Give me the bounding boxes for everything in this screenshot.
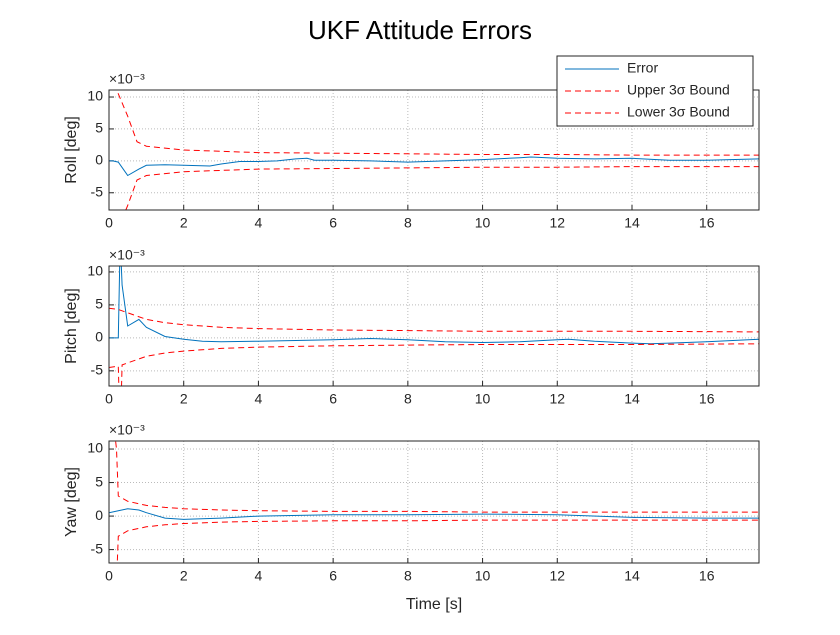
legend-label: Upper 3σ Bound [627, 82, 730, 98]
y-axis-label: Yaw [deg] [63, 467, 80, 537]
x-tick-label: 8 [404, 391, 412, 407]
y-scale-label: ×10⁻³ [109, 247, 145, 263]
series-line [115, 441, 759, 513]
x-tick-label: 0 [105, 568, 113, 584]
figure-title: UKF Attitude Errors [308, 15, 532, 45]
y-axis-label: Pitch [deg] [63, 288, 80, 364]
x-tick-label: 6 [329, 568, 337, 584]
x-tick-label: 8 [404, 215, 412, 231]
y-tick-label: 0 [95, 507, 103, 523]
y-scale-label: ×10⁻³ [109, 71, 145, 87]
y-tick-label: 0 [95, 152, 103, 168]
y-tick-label: 10 [87, 263, 103, 279]
x-tick-label: 4 [255, 568, 263, 584]
axes-box [108, 440, 760, 564]
x-tick-label: 16 [699, 215, 715, 231]
x-tick-label: 4 [255, 391, 263, 407]
x-tick-label: 14 [624, 391, 640, 407]
x-tick-label: 10 [475, 568, 491, 584]
x-axis-label: Time [s] [406, 596, 462, 613]
y-tick-label: -5 [91, 183, 104, 199]
axes-box [108, 265, 760, 387]
axes-box [108, 89, 760, 211]
series-line [115, 90, 759, 156]
y-tick-label: 5 [95, 296, 103, 312]
x-tick-label: 0 [105, 215, 113, 231]
y-tick-label: 10 [87, 88, 103, 104]
y-tick-label: 10 [87, 440, 103, 456]
x-tick-label: 2 [180, 391, 188, 407]
x-tick-label: 6 [329, 391, 337, 407]
x-tick-label: 14 [624, 215, 640, 231]
legend-label: Lower 3σ Bound [627, 104, 730, 120]
x-tick-label: 14 [624, 568, 640, 584]
legend: Error Upper 3σ Bound Lower 3σ Bound [556, 55, 754, 127]
x-tick-label: 12 [549, 215, 565, 231]
legend-label: Error [627, 60, 658, 76]
x-tick-label: 8 [404, 568, 412, 584]
x-tick-label: 4 [255, 215, 263, 231]
series-line [109, 307, 759, 333]
x-tick-label: 10 [475, 391, 491, 407]
y-tick-label: -5 [91, 362, 104, 378]
y-tick-label: -5 [91, 540, 104, 556]
y-tick-label: 0 [95, 329, 103, 345]
x-tick-label: 10 [475, 215, 491, 231]
series-line [109, 508, 759, 520]
x-tick-label: 0 [105, 391, 113, 407]
x-tick-label: 2 [180, 568, 188, 584]
x-tick-label: 6 [329, 215, 337, 231]
plot-area [109, 266, 759, 386]
plot-area [109, 441, 759, 563]
x-tick-label: 2 [180, 215, 188, 231]
y-scale-label: ×10⁻³ [109, 422, 145, 438]
series-line [109, 266, 759, 345]
y-tick-label: 5 [95, 120, 103, 136]
x-tick-label: 16 [699, 391, 715, 407]
y-tick-label: 5 [95, 473, 103, 489]
series-line [116, 519, 759, 563]
x-tick-label: 12 [549, 568, 565, 584]
x-tick-label: 12 [549, 391, 565, 407]
y-axis-label: Roll [deg] [63, 116, 80, 184]
series-line [109, 343, 759, 386]
series-line [109, 156, 759, 177]
x-tick-label: 16 [699, 568, 715, 584]
